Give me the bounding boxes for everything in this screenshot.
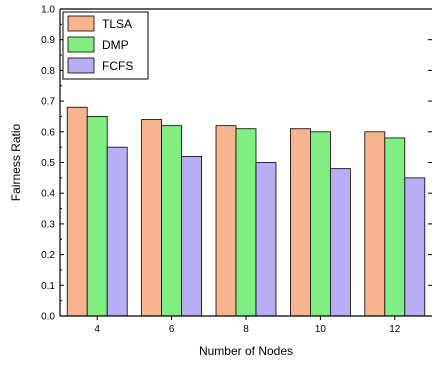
y-tick-label: 0.3 <box>41 219 55 230</box>
bar-tlsa-10 <box>289 128 311 317</box>
x-tick-label: 12 <box>389 324 401 335</box>
y-tick-label: 0.7 <box>41 97 55 108</box>
y-tick-label: 0.2 <box>41 250 55 261</box>
y-tick-label: 0.0 <box>41 312 55 323</box>
bar-dmp-6 <box>161 125 183 317</box>
bar-fcfs-12 <box>404 177 426 317</box>
bar-dmp-12 <box>384 137 406 317</box>
x-tick-label: 6 <box>169 324 175 335</box>
bar-fcfs-6 <box>181 155 203 317</box>
legend-label-fcfs: FCFS <box>102 59 133 73</box>
bar-dmp-4 <box>86 116 108 317</box>
bar-dmp-8 <box>235 128 257 317</box>
bar-fcfs-4 <box>106 146 128 317</box>
y-tick-label: 0.4 <box>41 189 55 200</box>
x-tick-label: 4 <box>94 324 100 335</box>
bar-tlsa-6 <box>141 119 163 317</box>
x-tick-label: 10 <box>315 324 327 335</box>
bar-fcfs-10 <box>329 168 351 317</box>
legend-swatch-tlsa <box>67 15 95 32</box>
bar-fcfs-8 <box>255 162 277 317</box>
y-tick-label: 0.9 <box>41 35 55 46</box>
legend-label-tlsa: TLSA <box>102 17 132 31</box>
legend-swatch-dmp <box>67 36 95 53</box>
y-axis-title: Fairness Ratio <box>9 124 23 202</box>
x-axis-title: Number of Nodes <box>199 344 293 358</box>
bars-group <box>66 106 426 317</box>
bar-tlsa-4 <box>66 106 88 317</box>
y-tick-label: 0.5 <box>41 158 55 169</box>
legend: TLSA DMP FCFS <box>62 11 149 80</box>
axes-group: 0.0 0.1 0.2 0.3 0.4 0.5 0.6 0.7 0.8 0.9 1.0 4 6 8 10 12 <box>41 5 432 335</box>
y-tick-label: 0.6 <box>41 127 55 138</box>
y-tick-label: 1.0 <box>41 5 55 16</box>
y-tick-label: 0.8 <box>41 66 55 77</box>
bar-tlsa-8 <box>215 125 237 317</box>
legend-swatch-fcfs <box>67 57 95 74</box>
bar-dmp-10 <box>309 131 331 317</box>
y-tick-label: 0.1 <box>41 281 55 292</box>
bar-tlsa-12 <box>364 131 386 317</box>
legend-label-dmp: DMP <box>102 38 129 52</box>
x-tick-label: 8 <box>243 324 249 335</box>
